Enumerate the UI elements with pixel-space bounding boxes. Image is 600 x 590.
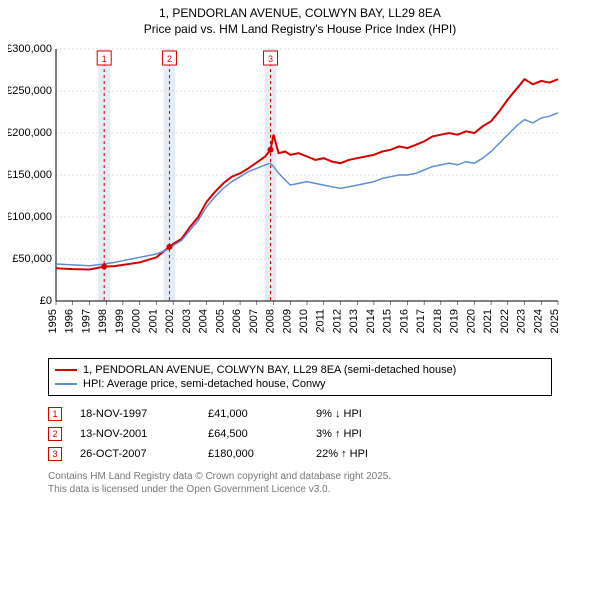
svg-text:2005: 2005 (214, 309, 226, 333)
title-block: 1, PENDORLAN AVENUE, COLWYN BAY, LL29 8E… (8, 6, 592, 37)
transaction-pct: 9% ↓ HPI (316, 408, 426, 420)
svg-text:£0: £0 (40, 295, 52, 307)
legend-swatch-price-paid (55, 369, 77, 371)
svg-text:2008: 2008 (265, 309, 277, 333)
svg-text:£200,000: £200,000 (8, 127, 52, 139)
transaction-price: £64,500 (208, 428, 298, 440)
transaction-pct: 22% ↑ HPI (316, 448, 426, 460)
svg-text:2019: 2019 (449, 309, 461, 333)
legend-item: HPI: Average price, semi-detached house,… (55, 377, 545, 391)
svg-text:2015: 2015 (382, 309, 394, 333)
svg-text:1999: 1999 (114, 309, 126, 333)
svg-text:2020: 2020 (465, 309, 477, 333)
marker-badge: 1 (48, 407, 62, 421)
transaction-date: 18-NOV-1997 (80, 408, 190, 420)
marker-badge: 3 (48, 447, 62, 461)
transaction-price: £180,000 (208, 448, 298, 460)
svg-text:2016: 2016 (398, 309, 410, 333)
svg-text:2021: 2021 (482, 309, 494, 333)
footer-line1: Contains HM Land Registry data © Crown c… (48, 470, 552, 483)
svg-text:1998: 1998 (97, 309, 109, 333)
svg-text:1: 1 (102, 54, 107, 64)
svg-text:2003: 2003 (181, 309, 193, 333)
line-chart-svg: £0 £50,000 £100,000 £150,000 £200,000 £250,00… (8, 41, 568, 351)
svg-text:2001: 2001 (147, 309, 159, 333)
svg-text:1997: 1997 (80, 309, 92, 333)
svg-text:2010: 2010 (298, 309, 310, 333)
legend-label: HPI: Average price, semi-detached house,… (83, 378, 326, 390)
svg-text:2023: 2023 (516, 309, 528, 333)
svg-text:2007: 2007 (248, 309, 260, 333)
legend-label: 1, PENDORLAN AVENUE, COLWYN BAY, LL29 8E… (83, 364, 456, 376)
svg-text:£250,000: £250,000 (8, 85, 52, 97)
svg-text:£300,000: £300,000 (8, 43, 52, 55)
svg-text:1996: 1996 (64, 309, 76, 333)
svg-text:2013: 2013 (348, 309, 360, 333)
footer-attribution: Contains HM Land Registry data © Crown c… (48, 470, 552, 496)
svg-text:3: 3 (268, 54, 273, 64)
legend: 1, PENDORLAN AVENUE, COLWYN BAY, LL29 8E… (48, 358, 552, 396)
transaction-date: 13-NOV-2001 (80, 428, 190, 440)
svg-text:2000: 2000 (131, 309, 143, 333)
transaction-table: 1 18-NOV-1997 £41,000 9% ↓ HPI 2 13-NOV-… (48, 404, 552, 464)
chart-area: £0 £50,000 £100,000 £150,000 £200,000 £250,00… (8, 41, 592, 354)
table-row: 3 26-OCT-2007 £180,000 22% ↑ HPI (48, 444, 552, 464)
svg-text:£50,000: £50,000 (12, 253, 52, 265)
svg-text:2009: 2009 (281, 309, 293, 333)
svg-text:£150,000: £150,000 (8, 169, 52, 181)
chart-container: 1, PENDORLAN AVENUE, COLWYN BAY, LL29 8E… (0, 0, 600, 590)
svg-text:2: 2 (167, 54, 172, 64)
svg-text:2022: 2022 (499, 309, 511, 333)
title-line2: Price paid vs. HM Land Registry's House … (8, 22, 592, 38)
legend-swatch-hpi (55, 383, 77, 385)
transaction-date: 26-OCT-2007 (80, 448, 190, 460)
title-line1: 1, PENDORLAN AVENUE, COLWYN BAY, LL29 8E… (8, 6, 592, 22)
table-row: 2 13-NOV-2001 £64,500 3% ↑ HPI (48, 424, 552, 444)
svg-text:2014: 2014 (365, 309, 377, 333)
svg-text:2011: 2011 (315, 309, 327, 333)
legend-item: 1, PENDORLAN AVENUE, COLWYN BAY, LL29 8E… (55, 363, 545, 377)
svg-text:2012: 2012 (331, 309, 343, 333)
svg-text:1995: 1995 (47, 309, 59, 333)
table-row: 1 18-NOV-1997 £41,000 9% ↓ HPI (48, 404, 552, 424)
svg-text:2004: 2004 (198, 309, 210, 333)
svg-text:£100,000: £100,000 (8, 211, 52, 223)
svg-text:2024: 2024 (532, 309, 544, 333)
transaction-price: £41,000 (208, 408, 298, 420)
transaction-pct: 3% ↑ HPI (316, 428, 426, 440)
svg-text:2025: 2025 (549, 309, 561, 333)
svg-text:2017: 2017 (415, 309, 427, 333)
marker-badge: 2 (48, 427, 62, 441)
svg-text:2006: 2006 (231, 309, 243, 333)
svg-text:2002: 2002 (164, 309, 176, 333)
footer-line2: This data is licensed under the Open Gov… (48, 483, 552, 496)
svg-text:2018: 2018 (432, 309, 444, 333)
